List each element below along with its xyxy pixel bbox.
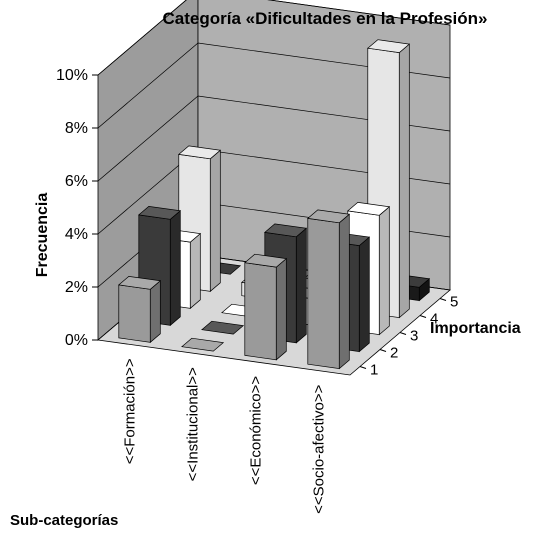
- grid-line: [97, 95, 451, 182]
- y-tick-label: 8%: [65, 120, 88, 137]
- bar-side: [295, 227, 307, 344]
- bar-front: [244, 262, 277, 361]
- bar-side: [338, 213, 350, 370]
- z-tick-label: 1: [370, 362, 378, 379]
- bar-top: [137, 206, 182, 220]
- bar-side: [358, 236, 370, 353]
- y-tick-label: 0%: [65, 332, 88, 349]
- bar-side: [378, 206, 390, 336]
- z-tick-label: 2: [390, 345, 398, 362]
- bar-top: [346, 202, 391, 216]
- x-tick-label: <<Socio-afectivo>>: [311, 384, 328, 513]
- y-tick-label: 10%: [56, 67, 88, 84]
- bar: [180, 337, 225, 352]
- bars: [117, 39, 431, 370]
- y-axis-label: Frecuencia: [34, 193, 51, 278]
- bar: [117, 276, 162, 344]
- bar-front: [118, 284, 151, 343]
- grid-line: [97, 0, 451, 76]
- z-tick: [399, 332, 407, 335]
- x-tick-label: <<Formación>>: [122, 358, 139, 464]
- bar-top: [263, 223, 308, 238]
- bar: [243, 253, 288, 361]
- z-tick: [419, 315, 427, 318]
- chart-title: Categoría «Dificultades en la Profesión»: [163, 9, 488, 28]
- bar-top: [243, 253, 288, 268]
- z-tick: [379, 349, 387, 352]
- grid: 0% 2% 4% 6% 8% 10% <<Formación>> <<Instituciona…: [56, 0, 458, 514]
- bar-top: [200, 320, 245, 335]
- z-tick: [439, 298, 447, 301]
- bar-top: [366, 39, 411, 53]
- bar-side: [169, 210, 181, 327]
- grid-line: [97, 42, 451, 129]
- x-tick-label: <<Económico>>: [248, 376, 265, 485]
- bar-top: [306, 209, 351, 224]
- z-tick: [359, 366, 367, 369]
- bar-side: [189, 232, 201, 310]
- bar-side: [398, 43, 410, 319]
- y-tick-label: 4%: [65, 226, 88, 243]
- y-tick-label: 6%: [65, 173, 88, 190]
- bar-side: [275, 257, 287, 361]
- bar-top: [117, 276, 162, 290]
- x-axis-label: Sub-categorías: [10, 512, 118, 529]
- bar-top: [177, 145, 222, 160]
- z-tick-label: 3: [410, 328, 418, 345]
- y-tick-label: 2%: [65, 279, 88, 296]
- bar-side: [149, 280, 161, 344]
- x-tick-label: <<Institucional>>: [185, 367, 202, 481]
- bar: [306, 209, 351, 370]
- bar-front: [307, 217, 340, 370]
- bar: [200, 320, 245, 335]
- z-tick-label: 5: [450, 294, 458, 311]
- bar-top: [180, 337, 225, 352]
- z-axis-label: Importancia: [430, 320, 521, 337]
- z-tick-label: 4: [430, 311, 438, 328]
- bar-side: [209, 149, 221, 293]
